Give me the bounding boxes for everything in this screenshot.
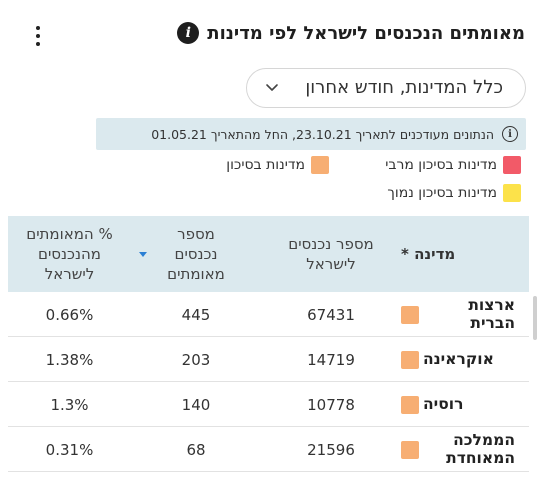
update-notice-text: הנתונים מעודכנים לתאריך 23.10.21, החל מה… <box>151 126 494 142</box>
table-row[interactable]: אוקראינה 14719 203 1.38% <box>8 337 529 382</box>
cell-confirmed: 203 <box>181 350 211 369</box>
legend-label: מדינות בסיכון <box>226 157 305 173</box>
risk-swatch <box>401 395 419 414</box>
cell-entries: 10778 <box>307 395 355 414</box>
cell-entries: 67431 <box>307 305 355 324</box>
legend-swatch <box>503 156 521 174</box>
cell-country: ארצות הברית <box>401 292 529 337</box>
table-row[interactable]: רוסיה 10778 140 1.3% <box>8 382 529 427</box>
cell-pct: 0.66% <box>45 305 94 324</box>
cell-confirmed: 140 <box>181 395 211 414</box>
table-row[interactable]: ארצות הברית 67431 445 0.66% <box>8 292 529 337</box>
kebab-menu-icon[interactable] <box>28 24 48 48</box>
header-confirmed[interactable]: מספר נכנסים מאומתים <box>131 216 261 292</box>
cell-pct: 1.38% <box>45 350 94 369</box>
legend-label: מדינות בסיכון מרבי <box>385 157 497 173</box>
cell-country: רוסיה <box>401 382 529 427</box>
cell-pct: 0.31% <box>45 440 94 459</box>
cell-country: הממלכה המאוחדת <box>401 427 529 472</box>
cell-entries: 14719 <box>307 350 355 369</box>
table-scrollbar[interactable] <box>533 296 537 340</box>
info-icon[interactable]: i <box>177 22 200 44</box>
widget-title: מאומתים הנכנסים לישראל לפי מדינות <box>207 22 525 44</box>
risk-swatch <box>401 440 419 459</box>
risk-swatch <box>401 305 419 324</box>
table-header: מדינה * מספר נכנסים לישראל מספר נכנסים מ… <box>8 216 529 292</box>
table-row[interactable]: הממלכה המאוחדת 21596 68 0.31% <box>8 427 529 472</box>
cell-confirmed: 445 <box>181 305 211 324</box>
info-outline-icon: i <box>502 126 518 142</box>
country-period-dropdown[interactable]: כלל המדינות, חודש אחרון <box>246 68 526 108</box>
legend-item-risk: מדינות בסיכון <box>226 156 329 174</box>
risk-swatch <box>401 350 419 369</box>
title-wrap: מאומתים הנכנסים לישראל לפי מדינות i <box>177 22 525 44</box>
cell-country: אוקראינה <box>401 337 529 382</box>
cell-entries: 21596 <box>307 440 355 459</box>
chevron-down-icon <box>266 84 278 91</box>
header-pct[interactable]: % המאומתים מהנכנסים לישראל <box>26 224 113 284</box>
sort-desc-icon <box>139 252 147 257</box>
header-country[interactable]: מדינה * <box>401 244 456 263</box>
legend-swatch <box>311 156 329 174</box>
cell-pct: 1.3% <box>50 395 89 414</box>
legend-item-low-risk: מדינות בסיכון נמוך <box>387 184 521 202</box>
legend-swatch <box>503 184 521 202</box>
dropdown-value: כלל המדינות, חודש אחרון <box>305 77 503 98</box>
header-entries[interactable]: מספר נכנסים לישראל <box>288 234 374 273</box>
update-notice: i הנתונים מעודכנים לתאריך 23.10.21, החל … <box>96 118 526 150</box>
legend-label: מדינות בסיכון נמוך <box>387 185 497 201</box>
widget-header: מאומתים הנכנסים לישראל לפי מדינות i <box>0 14 539 58</box>
legend-item-max-risk: מדינות בסיכון מרבי <box>385 156 521 174</box>
countries-table: מדינה * מספר נכנסים לישראל מספר נכנסים מ… <box>8 216 529 472</box>
cell-confirmed: 68 <box>186 440 206 459</box>
